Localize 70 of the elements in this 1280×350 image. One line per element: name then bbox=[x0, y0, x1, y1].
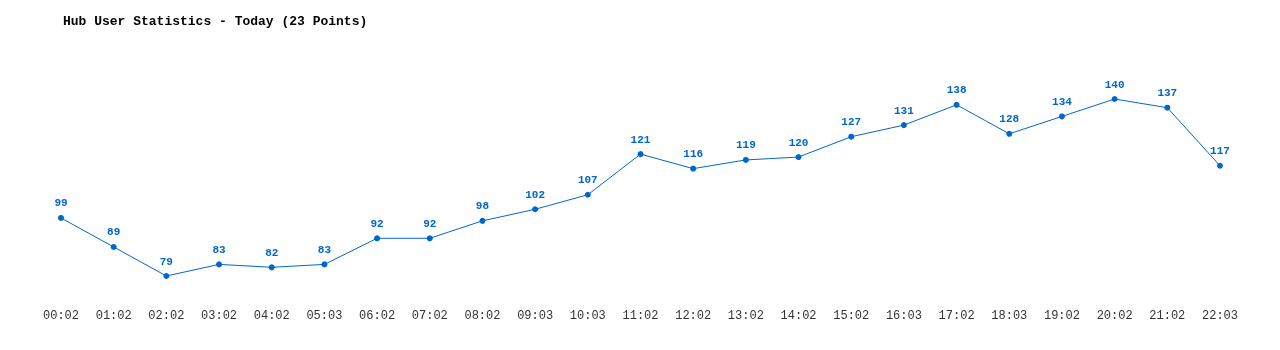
point bbox=[1217, 162, 1223, 169]
data-label: 117 bbox=[1210, 145, 1230, 158]
x-tick-label: 10:03 bbox=[569, 309, 606, 323]
point bbox=[900, 122, 907, 129]
x-tick-label: 18:03 bbox=[991, 309, 1028, 323]
data-label: 120 bbox=[788, 136, 809, 149]
data-label: 102 bbox=[525, 188, 546, 201]
point bbox=[637, 151, 644, 158]
point bbox=[110, 243, 117, 250]
point bbox=[848, 133, 855, 140]
x-tick-label: 17:02 bbox=[938, 309, 975, 323]
data-label: 89 bbox=[107, 226, 121, 239]
x-tick-label: 04:02 bbox=[253, 309, 290, 323]
data-label: 79 bbox=[159, 255, 173, 268]
data-label: 134 bbox=[1052, 95, 1073, 108]
x-tick-label: 14:02 bbox=[780, 309, 817, 323]
x-tick-label: 06:02 bbox=[359, 309, 396, 323]
x-tick-label: 16:03 bbox=[885, 309, 922, 323]
data-label: 119 bbox=[735, 139, 756, 152]
x-tick-label: 12:02 bbox=[675, 309, 712, 323]
x-tick-label: 07:02 bbox=[411, 309, 448, 323]
data-label: 116 bbox=[683, 148, 704, 161]
x-tick-label: 05:03 bbox=[306, 309, 343, 323]
x-tick-label: 20:02 bbox=[1096, 309, 1133, 323]
point bbox=[742, 156, 749, 163]
x-tick-label: 15:02 bbox=[833, 309, 870, 323]
chart-title: Hub User Statistics - Today (23 Points) bbox=[63, 14, 368, 29]
x-tick-label: 11:02 bbox=[622, 309, 659, 323]
point bbox=[479, 217, 486, 224]
x-tick-label: 09:03 bbox=[517, 309, 554, 323]
point bbox=[1058, 113, 1065, 120]
point bbox=[1164, 104, 1171, 111]
data-label: 83 bbox=[317, 243, 332, 256]
point bbox=[953, 101, 960, 108]
x-tick-label: 21:02 bbox=[1149, 309, 1186, 323]
data-label: 140 bbox=[1104, 78, 1125, 91]
data-label: 99 bbox=[54, 197, 68, 210]
x-tick-label: 19:02 bbox=[1043, 309, 1080, 323]
point bbox=[584, 191, 591, 198]
point bbox=[1111, 96, 1118, 102]
point bbox=[426, 235, 433, 242]
data-label: 128 bbox=[999, 113, 1020, 126]
data-label: 121 bbox=[630, 133, 651, 146]
x-tick-label: 00:02 bbox=[42, 309, 80, 323]
point bbox=[163, 273, 170, 279]
data-label: 92 bbox=[370, 217, 384, 230]
point bbox=[532, 206, 539, 213]
x-tick-label: 08:02 bbox=[464, 309, 501, 323]
data-label: 138 bbox=[946, 84, 967, 97]
data-label: 137 bbox=[1157, 87, 1178, 100]
point bbox=[1006, 130, 1013, 137]
point bbox=[374, 235, 381, 242]
point bbox=[268, 264, 275, 271]
point bbox=[321, 261, 328, 268]
x-tick-label: 13:02 bbox=[727, 309, 764, 323]
x-tick-label: 03:02 bbox=[201, 309, 238, 323]
data-label: 83 bbox=[212, 243, 227, 256]
data-label: 82 bbox=[265, 246, 279, 259]
point bbox=[58, 214, 64, 221]
point bbox=[795, 154, 802, 161]
data-label: 127 bbox=[841, 116, 862, 129]
x-tick-label: 22:03 bbox=[1201, 309, 1239, 323]
data-label: 107 bbox=[577, 174, 598, 187]
data-label: 92 bbox=[423, 217, 437, 230]
x-tick-label: 01:02 bbox=[95, 309, 132, 323]
data-label: 131 bbox=[894, 104, 915, 117]
x-tick-label: 02:02 bbox=[148, 309, 185, 323]
point bbox=[690, 165, 697, 172]
data-label: 98 bbox=[475, 200, 490, 213]
point bbox=[216, 261, 223, 268]
